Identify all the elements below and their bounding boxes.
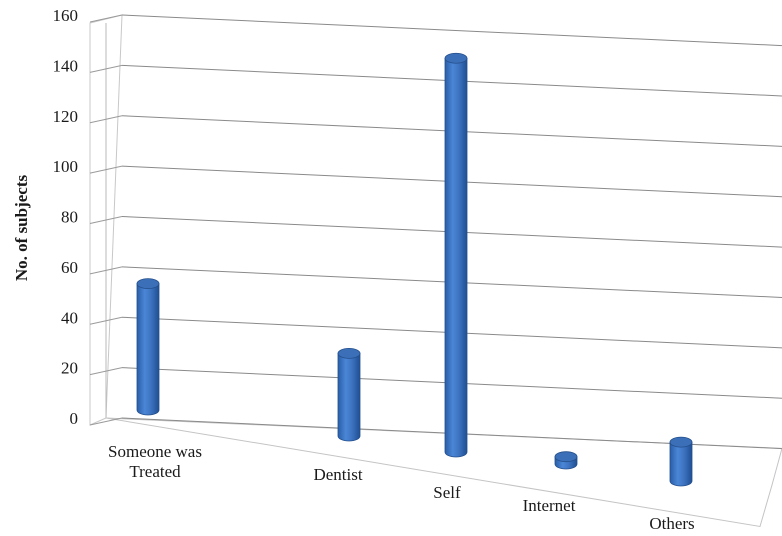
side-gridline (89, 367, 123, 376)
bar (136, 278, 160, 416)
bar (337, 347, 361, 442)
bar-body (136, 283, 160, 416)
category-label: Internet (523, 496, 576, 515)
bar-top (554, 451, 578, 463)
bar (669, 436, 693, 487)
bar-top (444, 52, 468, 64)
y-tick-label: 0 (70, 409, 79, 428)
y-tick-label: 20 (61, 359, 78, 378)
y-tick-label: 100 (53, 157, 79, 176)
y-tick-label: 140 (53, 56, 79, 75)
bar (554, 451, 578, 470)
side-gridline (89, 14, 123, 23)
bar-body (444, 57, 468, 458)
bar-top (136, 278, 160, 290)
category-label: Self (433, 483, 461, 502)
bar (444, 52, 468, 458)
category-label: Others (649, 514, 694, 533)
gridlines (89, 14, 782, 450)
side-gridline (89, 165, 123, 174)
bars (136, 52, 693, 487)
y-axis-ticks: 0 20 40 60 80 100 120 140 160 (53, 6, 79, 428)
bar-top (337, 347, 361, 359)
bar-top (669, 436, 693, 448)
side-gridline (89, 64, 123, 73)
y-tick-label: 120 (53, 107, 79, 126)
y-tick-label: 40 (61, 308, 78, 327)
y-axis-label: No. of subjects (12, 174, 31, 281)
side-gridline (89, 266, 123, 275)
category-label: Dentist (313, 465, 362, 484)
y-tick-label: 160 (53, 6, 79, 25)
side-gridline (89, 115, 123, 124)
side-gridline (89, 316, 123, 325)
gridline (121, 14, 782, 47)
category-label: Someone was (108, 442, 202, 461)
category-label: Treated (129, 462, 181, 481)
side-gridline (89, 216, 123, 224)
side-gridline (89, 417, 123, 426)
bar-body (337, 352, 361, 442)
side-wall (89, 14, 123, 426)
bar-body (669, 441, 693, 487)
y-tick-label: 60 (61, 258, 78, 277)
y-tick-label: 80 (61, 208, 78, 227)
